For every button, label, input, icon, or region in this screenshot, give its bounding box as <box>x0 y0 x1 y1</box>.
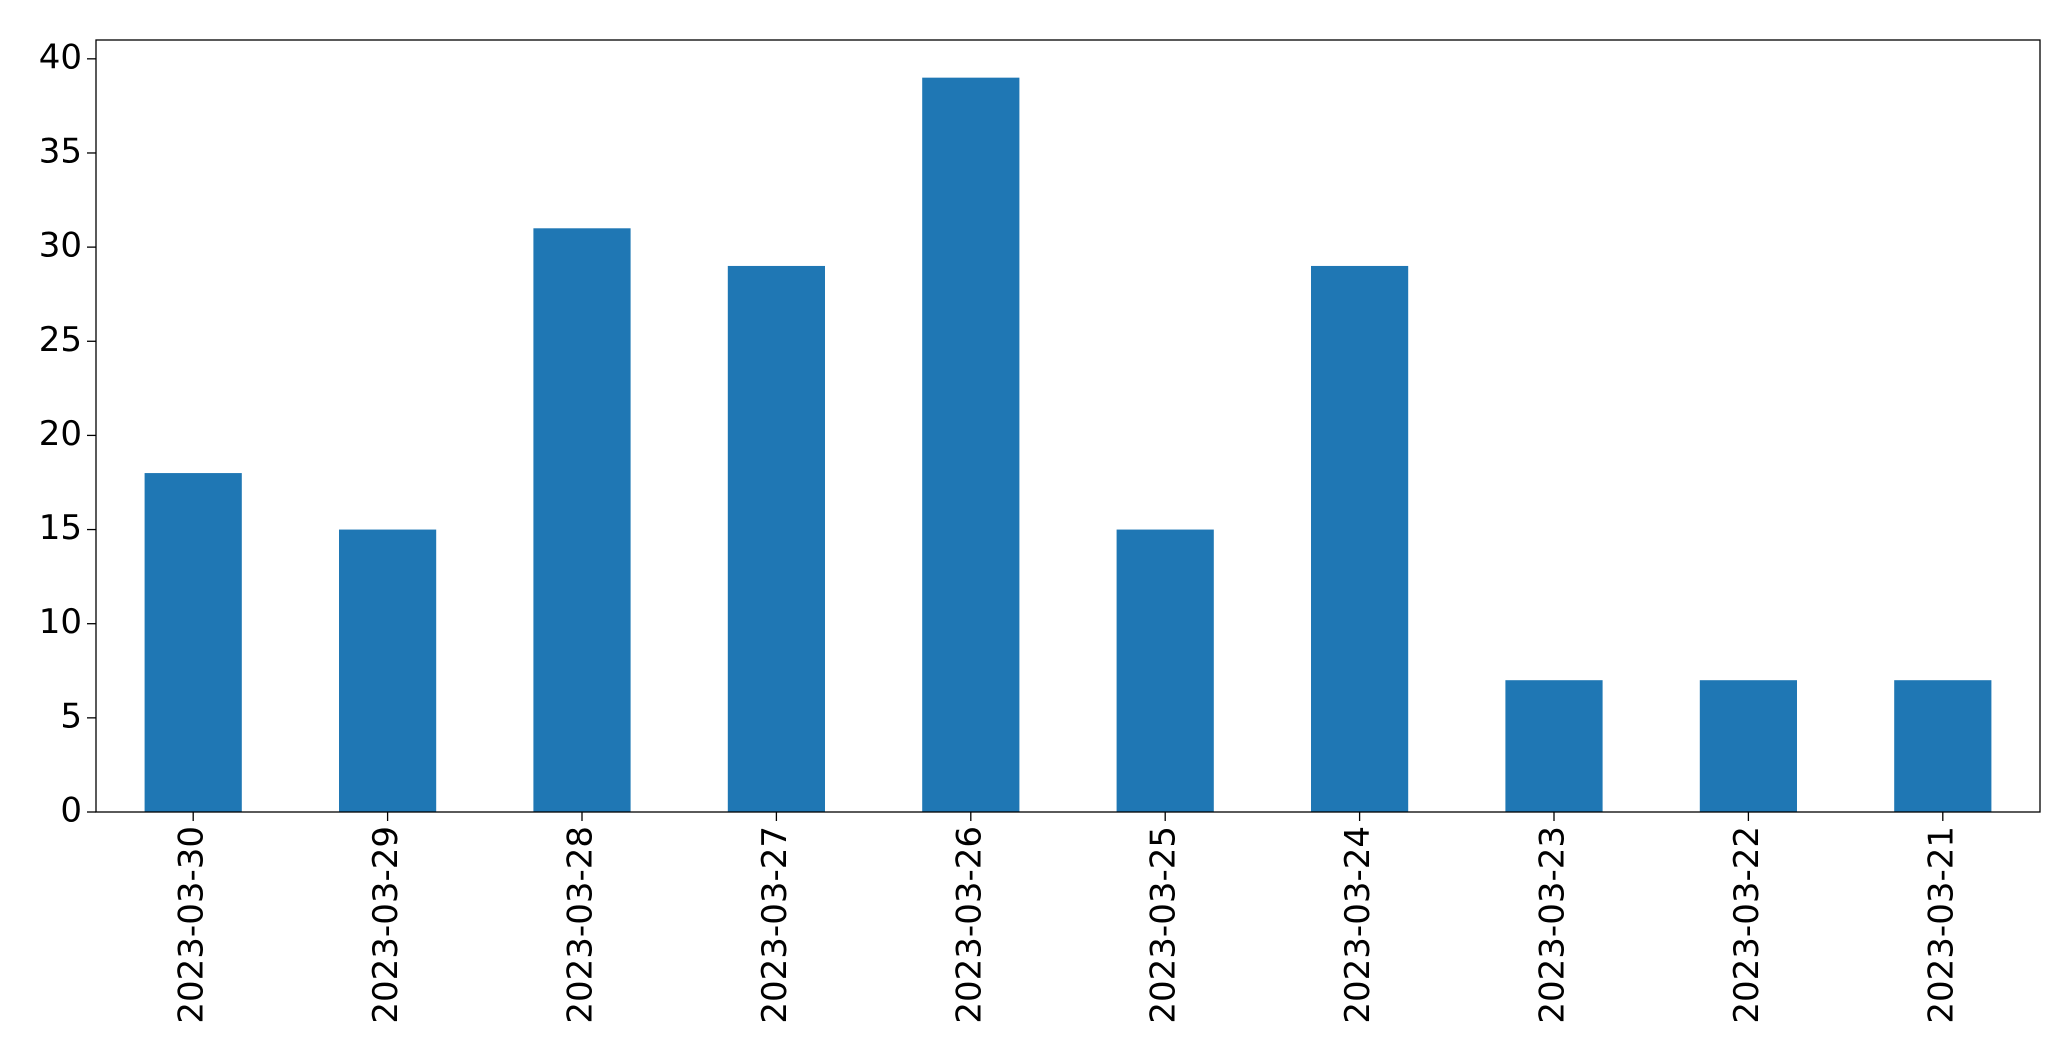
plot-frame <box>95 39 2041 813</box>
bar <box>144 473 242 812</box>
x-tick-label: 2023-03-24 <box>1338 826 1378 1024</box>
y-tick-label: 30 <box>39 226 82 266</box>
y-tick-label: 10 <box>39 602 82 642</box>
y-tick-label: 25 <box>39 320 82 360</box>
y-tick-label: 20 <box>39 414 82 454</box>
y-tick-label: 35 <box>39 131 82 171</box>
y-tick-label: 0 <box>60 791 82 831</box>
x-tick-label: 2023-03-23 <box>1533 826 1573 1024</box>
y-tick-label: 15 <box>39 508 82 548</box>
bar <box>1311 265 1409 812</box>
x-tick-label: 2023-03-25 <box>1144 826 1184 1024</box>
x-tick-label: 2023-03-28 <box>561 826 601 1024</box>
bar <box>727 265 825 812</box>
x-tick-label: 2023-03-21 <box>1921 826 1961 1024</box>
x-tick-label: 2023-03-22 <box>1727 826 1767 1024</box>
y-tick-label: 40 <box>39 37 82 77</box>
y-tick-label: 5 <box>60 696 82 736</box>
bar <box>339 529 437 812</box>
bar <box>1505 680 1603 812</box>
x-tick-label: 2023-03-30 <box>172 826 212 1024</box>
x-tick-label: 2023-03-29 <box>366 826 406 1024</box>
bar <box>1699 680 1797 812</box>
bar <box>1116 529 1214 812</box>
x-tick-label: 2023-03-26 <box>949 826 989 1024</box>
bar <box>922 77 1020 812</box>
x-tick-label: 2023-03-27 <box>755 826 795 1024</box>
bar <box>533 228 631 813</box>
bar <box>1894 680 1992 812</box>
